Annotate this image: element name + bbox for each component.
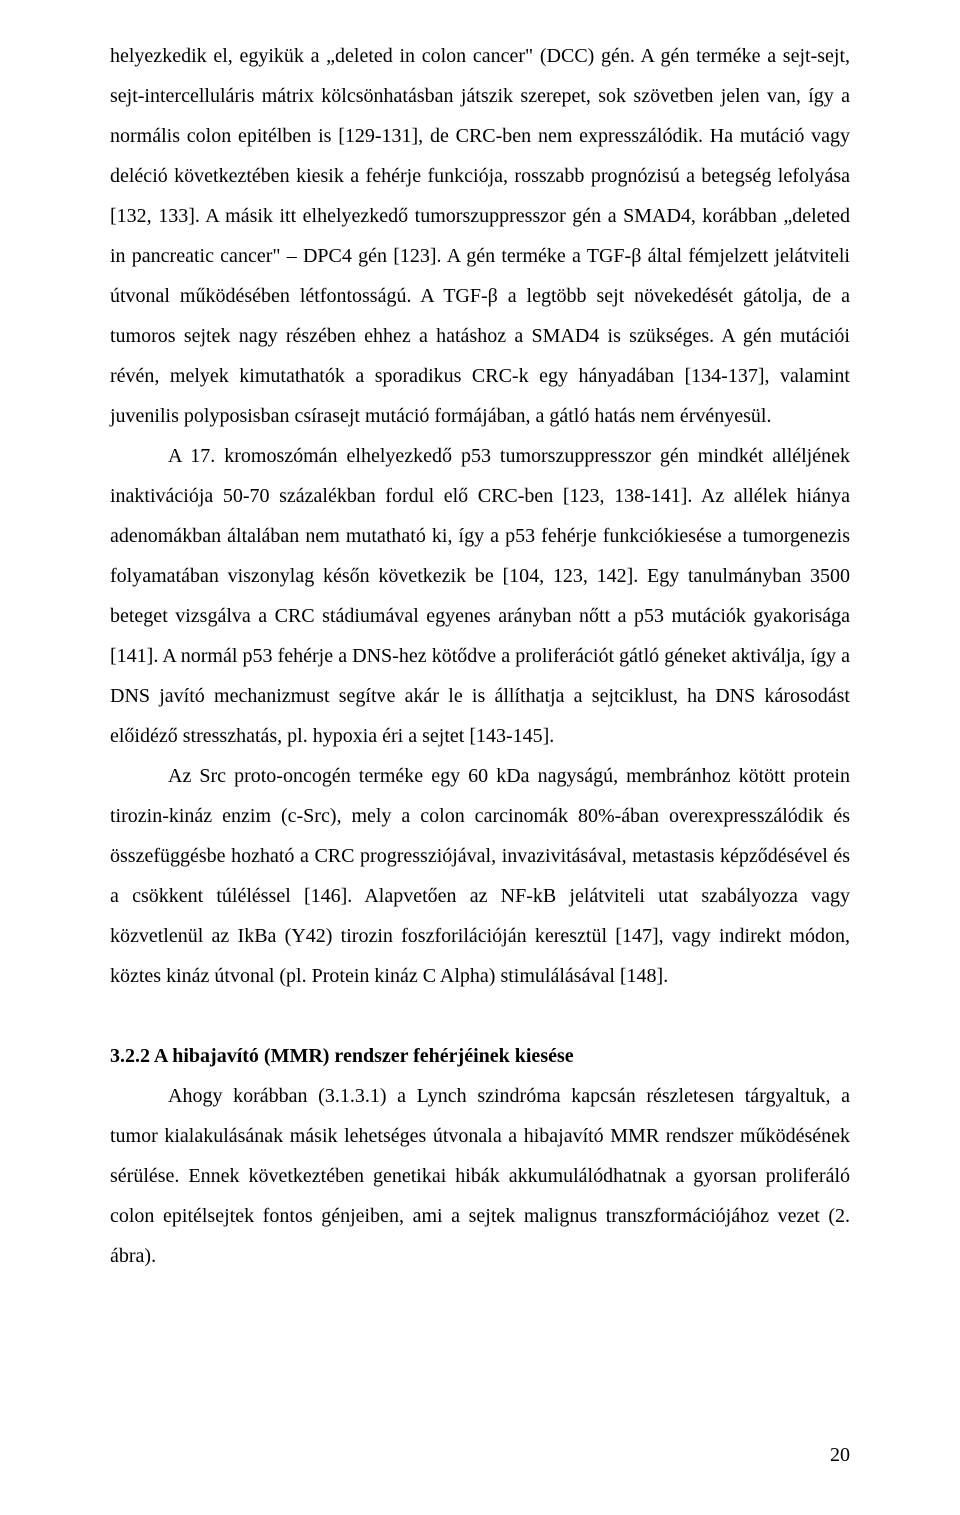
document-page: helyezkedik el, egyikük a „deleted in co…: [0, 0, 960, 1515]
body-paragraph: Az Src proto-oncogén terméke egy 60 kDa …: [110, 756, 850, 996]
body-paragraph: helyezkedik el, egyikük a „deleted in co…: [110, 36, 850, 436]
page-number: 20: [830, 1444, 850, 1467]
section-heading: 3.2.2 A hibajavító (MMR) rendszer fehérj…: [110, 1036, 850, 1076]
body-paragraph: A 17. kromoszómán elhelyezkedő p53 tumor…: [110, 436, 850, 756]
body-paragraph: Ahogy korábban (3.1.3.1) a Lynch szindró…: [110, 1076, 850, 1276]
